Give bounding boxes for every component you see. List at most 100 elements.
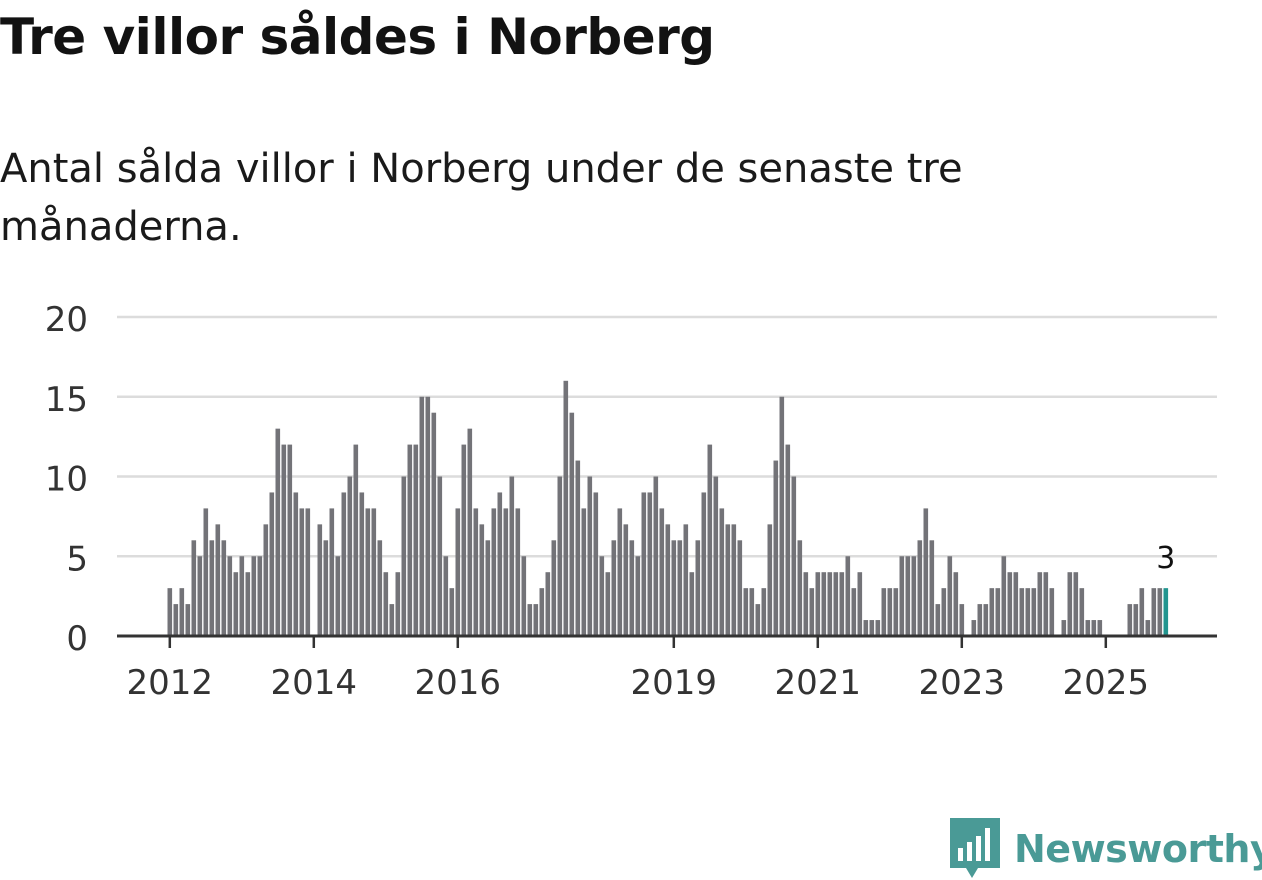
bar	[245, 572, 251, 636]
bar	[641, 492, 647, 636]
bar	[1097, 620, 1103, 636]
bar	[809, 588, 815, 636]
bar	[1157, 588, 1163, 636]
bar	[851, 588, 857, 636]
bar	[419, 396, 425, 636]
bar	[1037, 572, 1043, 636]
bar	[185, 604, 191, 636]
bar	[953, 572, 959, 636]
bar	[197, 556, 203, 636]
bar	[173, 604, 179, 636]
bar	[1073, 572, 1079, 636]
bar	[629, 540, 635, 636]
x-tick-label: 2025	[1063, 663, 1150, 703]
bar	[899, 556, 905, 636]
bar	[1031, 588, 1037, 636]
y-tick-label: 10	[45, 460, 88, 500]
bar	[491, 508, 497, 636]
bar	[1091, 620, 1097, 636]
bar	[479, 524, 485, 636]
bar	[581, 508, 587, 636]
bar	[1139, 588, 1145, 636]
bar	[707, 444, 713, 636]
bar	[947, 556, 953, 636]
bar	[1127, 604, 1133, 636]
y-tick-label: 15	[45, 380, 88, 420]
bar	[287, 444, 293, 636]
bar	[395, 572, 401, 636]
bar	[863, 620, 869, 636]
bar	[941, 588, 947, 636]
bar	[353, 444, 359, 636]
bar	[797, 540, 803, 636]
bar	[989, 588, 995, 636]
x-tick-label: 2016	[415, 663, 502, 703]
x-tick-label: 2023	[919, 663, 1006, 703]
bar	[275, 428, 281, 636]
bar	[335, 556, 341, 636]
x-tick-label: 2019	[631, 663, 718, 703]
bar	[443, 556, 449, 636]
bar	[437, 476, 443, 636]
bar	[329, 508, 335, 636]
bar	[209, 540, 215, 636]
bar	[545, 572, 551, 636]
bar	[521, 556, 527, 636]
bar	[821, 572, 827, 636]
bar	[467, 428, 473, 636]
bar	[605, 572, 611, 636]
bar	[905, 556, 911, 636]
bar	[845, 556, 851, 636]
bar	[869, 620, 875, 636]
bar	[203, 508, 209, 636]
bar	[179, 588, 185, 636]
bar	[911, 556, 917, 636]
bar	[839, 572, 845, 636]
bar	[305, 508, 311, 636]
bar	[1001, 556, 1007, 636]
bar	[377, 540, 383, 636]
bar	[365, 508, 371, 636]
bar	[1133, 604, 1139, 636]
bar-latest	[1163, 588, 1169, 636]
bar	[413, 444, 419, 636]
bar	[935, 604, 941, 636]
bar	[221, 540, 227, 636]
bar	[449, 588, 455, 636]
bar	[587, 476, 593, 636]
bar	[341, 492, 347, 636]
bar	[815, 572, 821, 636]
bar	[371, 508, 377, 636]
bar	[725, 524, 731, 636]
bar	[401, 476, 407, 636]
bar	[1049, 588, 1055, 636]
bar-chart-logo-icon	[950, 818, 1000, 878]
bar-chart: 0 5 10 15 20 3 2012 2014 2016 2019 2021 2023 2025	[45, 300, 1217, 703]
bar	[833, 572, 839, 636]
bar	[701, 492, 707, 636]
bar	[827, 572, 833, 636]
bar	[647, 492, 653, 636]
x-tick-label: 2012	[127, 663, 214, 703]
bar	[857, 572, 863, 636]
bar	[617, 508, 623, 636]
bar	[269, 492, 275, 636]
bar	[887, 588, 893, 636]
bar	[497, 492, 503, 636]
bar	[383, 572, 389, 636]
bar	[485, 540, 491, 636]
bar	[1151, 588, 1157, 636]
bar	[923, 508, 929, 636]
chart-title: Tre villor såldes i Norberg	[0, 8, 715, 66]
bar	[665, 524, 671, 636]
bar	[215, 524, 221, 636]
bar	[659, 508, 665, 636]
bar	[1067, 572, 1073, 636]
bar	[257, 556, 263, 636]
bar	[239, 556, 245, 636]
bar	[683, 524, 689, 636]
bar	[503, 508, 509, 636]
bar	[599, 556, 605, 636]
bar	[461, 444, 467, 636]
bar	[359, 492, 365, 636]
